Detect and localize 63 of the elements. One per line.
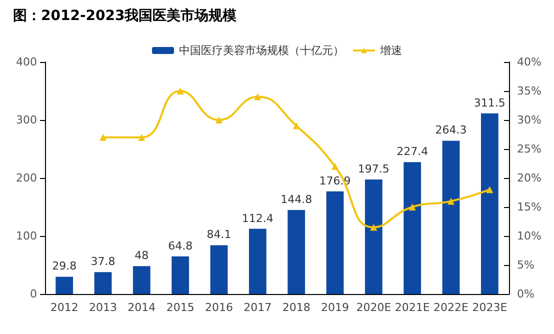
data-label: 29.8 bbox=[52, 260, 77, 273]
x-tick-label: 2014 bbox=[128, 301, 156, 314]
legend-label: 中国医疗美容市场规模（十亿元） bbox=[179, 44, 344, 57]
data-label: 227.4 bbox=[396, 145, 428, 158]
bar bbox=[404, 162, 422, 294]
point bbox=[176, 88, 184, 94]
point bbox=[292, 122, 300, 130]
point bbox=[216, 116, 222, 124]
x-tick-label: 2019 bbox=[321, 301, 349, 314]
x-tick-label: 2016 bbox=[205, 301, 233, 314]
y-tick-label: 300 bbox=[16, 114, 37, 126]
x-tick-label: 2020E bbox=[356, 301, 392, 314]
point bbox=[138, 134, 146, 141]
y2-tick-label: 20% bbox=[517, 172, 542, 184]
point bbox=[332, 162, 338, 170]
y2-tick-label: 0% bbox=[517, 288, 534, 300]
y-tick-label: 400 bbox=[16, 56, 37, 68]
data-label: 197.5 bbox=[358, 162, 390, 176]
x-tick-label: 2017 bbox=[244, 301, 272, 314]
bar bbox=[326, 191, 344, 294]
chart-title: 图：2012-2023我国医美市场规模 bbox=[13, 7, 238, 24]
x-tick-label: 2021E bbox=[394, 301, 430, 314]
y-tick-label: 100 bbox=[16, 230, 37, 242]
point bbox=[370, 224, 378, 231]
bar bbox=[56, 276, 74, 294]
bar bbox=[248, 228, 266, 294]
bar bbox=[288, 210, 306, 294]
point bbox=[486, 186, 494, 194]
data-label: 48 bbox=[134, 249, 149, 262]
data-label: 264.3 bbox=[435, 124, 467, 137]
data-label: 144.8 bbox=[280, 193, 312, 206]
data-label: 84.1 bbox=[206, 228, 232, 242]
x-tick-label: 2023E bbox=[472, 301, 508, 314]
x-tick-label: 2022E bbox=[434, 301, 469, 314]
x-tick-label: 2012 bbox=[50, 301, 78, 314]
y2-tick-label: 30% bbox=[517, 114, 542, 126]
point bbox=[408, 204, 416, 210]
y2-tick-label: 5% bbox=[517, 258, 534, 272]
bar bbox=[132, 266, 150, 294]
y-tick-label: 200 bbox=[16, 172, 37, 184]
bar bbox=[210, 245, 228, 294]
y2-tick-label: 25% bbox=[517, 142, 542, 156]
x-tick-label: 2018 bbox=[282, 301, 310, 314]
x-tick-label: 2013 bbox=[89, 301, 117, 314]
y2-tick-label: 15% bbox=[517, 200, 542, 214]
bar bbox=[480, 113, 498, 294]
data-label: 311.5 bbox=[474, 96, 506, 110]
data-label: 64.8 bbox=[168, 239, 193, 252]
bar bbox=[172, 256, 190, 294]
point bbox=[100, 134, 106, 141]
y2-tick-label: 35% bbox=[517, 84, 542, 98]
y2-tick-label: 40% bbox=[517, 56, 542, 68]
data-label: 37.8 bbox=[90, 255, 116, 268]
x-tick-label: 2015 bbox=[166, 301, 194, 314]
bar bbox=[94, 272, 112, 294]
point bbox=[254, 93, 262, 100]
y2-tick-label: 10% bbox=[517, 230, 542, 242]
bar bbox=[364, 179, 382, 294]
y-tick-label: 0 bbox=[30, 288, 37, 300]
point bbox=[448, 198, 454, 205]
data-label: 112.4 bbox=[242, 212, 274, 225]
legend-label: 增速 bbox=[379, 44, 402, 57]
bar bbox=[442, 140, 460, 294]
